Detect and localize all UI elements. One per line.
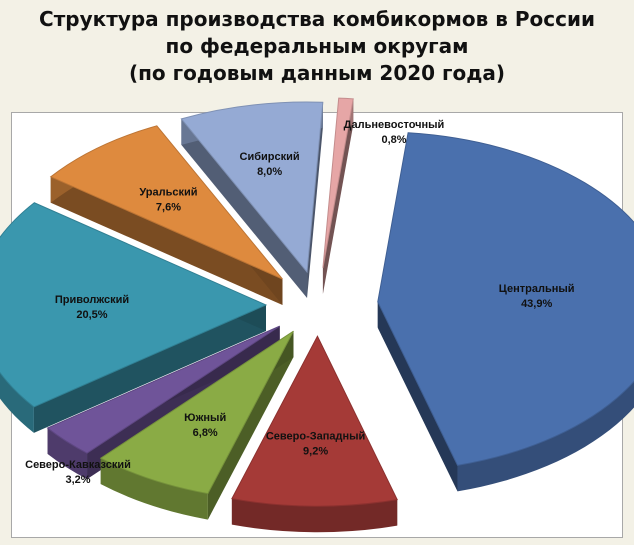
pie-slice-7 <box>322 97 354 269</box>
slice-name-label-0: Центральный <box>499 283 575 295</box>
chart-title-line-3: (по годовым данным 2020 года) <box>128 61 506 85</box>
chart-title-line-2: по федеральным округам <box>165 34 469 58</box>
slice-name-label-6: Сибирский <box>240 151 300 163</box>
pie-slice-rim-3 <box>47 428 88 480</box>
slice-value-label-7: 0,8% <box>381 134 406 146</box>
pie-slice-1 <box>231 335 398 507</box>
pie-slice-rim-1 <box>231 498 398 533</box>
pie-slice-rim-2 <box>100 458 208 520</box>
pie-slice-wall-6 <box>181 118 308 299</box>
slice-value-label-6: 8,0% <box>257 166 282 178</box>
pie-slice-3 <box>46 325 280 454</box>
slice-name-label-1: Северо-Западный <box>266 431 365 443</box>
pie-slice-wall-end-7 <box>322 98 354 294</box>
slice-name-label-5: Уральский <box>139 187 197 199</box>
slice-value-label-4: 20,5% <box>76 309 107 321</box>
slice-name-label-3: Северо-Кавказский <box>25 459 131 471</box>
slice-value-label-1: 9,2% <box>303 446 328 458</box>
pie-slice-wall-4 <box>33 304 267 433</box>
pie-slice-wall-end-6 <box>307 102 323 299</box>
slice-value-label-0: 43,9% <box>521 298 552 310</box>
pie-slice-wall-end-0 <box>377 301 458 492</box>
slice-value-label-3: 3,2% <box>65 474 90 486</box>
slice-name-label-7: Дальневосточный <box>344 119 445 131</box>
pie-tops <box>0 97 634 507</box>
pie-slice-4 <box>0 202 268 408</box>
pie-slice-wall-2 <box>207 331 294 520</box>
chart-title-line-1: Структура производства комбикормов в Рос… <box>39 7 595 31</box>
slice-value-label-2: 6,8% <box>193 427 218 439</box>
chart-title: Структура производства комбикормов в Рос… <box>0 6 634 87</box>
pie-labels: Центральный 43,9% Северо-Западный 9,2% Южный… <box>25 119 574 486</box>
slice-value-label-5: 7,6% <box>156 202 181 214</box>
pie-slice-wall-5 <box>50 176 283 306</box>
pie-slice-2 <box>99 330 294 495</box>
pie-slice-0 <box>377 132 634 466</box>
pie-slice-6 <box>180 101 324 274</box>
pie-slice-5 <box>49 125 283 280</box>
slice-name-label-4: Приволжский <box>55 294 129 306</box>
slice-name-label-2: Южный <box>184 412 226 424</box>
